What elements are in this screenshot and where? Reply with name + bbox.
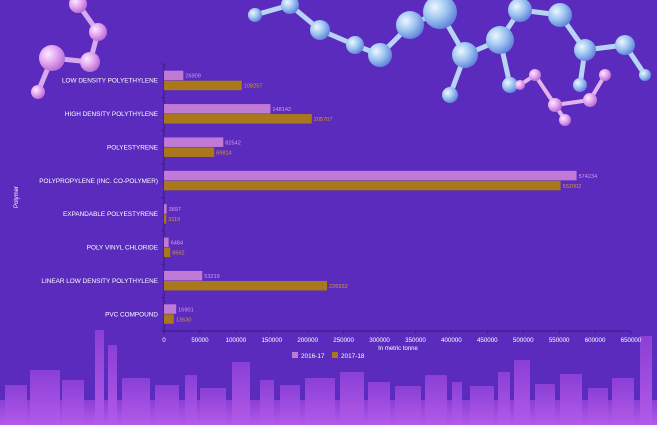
category-label: HIGH DENSITY POLYTHYLENE (65, 111, 158, 118)
bar-2017-18-3 (164, 180, 561, 191)
category-label: POLY VINYL CHLORIDE (87, 245, 158, 252)
x-tick-label: 200000 (297, 337, 318, 344)
data-label: 108257 (244, 84, 263, 90)
category-label: LINEAR LOW DENSITY POLYTHYLENE (41, 278, 158, 285)
data-label: 3119 (168, 217, 180, 223)
x-tick-label: 50000 (191, 337, 209, 344)
bar-2017-18-1 (164, 114, 312, 124)
x-tick-label: 400000 (441, 337, 462, 344)
bar-2017-18-0 (164, 80, 242, 91)
bar-2017-18-5 (164, 247, 171, 258)
x-tick-label: 450000 (477, 337, 498, 344)
data-label: 3697 (169, 207, 181, 213)
legend-label: 2016-17 (301, 353, 325, 360)
molecule-decoration-left (31, 0, 107, 99)
bar-2017-18-2 (164, 147, 215, 157)
bar-2016-17-5 (164, 237, 169, 248)
x-tick-label: 300000 (369, 337, 390, 344)
data-label: 148142 (272, 107, 291, 113)
category-label: LOW DENSITY POLYETHYLENE (62, 78, 158, 85)
legend: 2016-17 2017-18 (292, 352, 365, 360)
bar-2016-17-3 (164, 170, 577, 181)
bar-2016-17-6 (164, 270, 203, 281)
category-label: POLYPROPYLENE (INC. CO-POLYMER) (39, 178, 158, 185)
x-tick-label: 0 (162, 337, 166, 344)
legend-swatch (292, 352, 298, 358)
bar-2017-18-6 (164, 280, 328, 291)
data-label: 53219 (204, 274, 220, 280)
bar-2016-17-0 (164, 70, 184, 81)
data-label: 26909 (185, 74, 201, 80)
data-label: 205707 (314, 117, 333, 123)
data-label: 552002 (563, 184, 582, 190)
x-tick-label: 500000 (513, 337, 534, 344)
category-label: EXPANDABLE POLYESTYRENE (63, 211, 158, 218)
category-label: PVC COMPOUND (105, 311, 158, 318)
x-tick-label: 250000 (333, 337, 354, 344)
x-tick-label: 600000 (585, 337, 606, 344)
y-axis-title: Polymer (14, 186, 20, 208)
x-tick-label: 100000 (226, 337, 247, 344)
data-label: 16901 (178, 307, 194, 313)
data-label: 574234 (579, 174, 598, 180)
x-axis-title: In metric tonne (378, 346, 418, 352)
data-label: 82542 (225, 140, 241, 146)
bar-2016-17-2 (164, 137, 224, 147)
bar-2017-18-7 (164, 314, 174, 324)
legend-swatch (332, 352, 338, 358)
data-label: 6484 (171, 241, 183, 247)
x-tick-label: 550000 (549, 337, 570, 344)
x-tick-label: 150000 (261, 337, 282, 344)
data-label: 8662 (172, 251, 184, 257)
category-label: POLYESTYRENE (107, 144, 158, 151)
bar-2016-17-7 (164, 304, 177, 314)
molecule-decoration-right (248, 0, 651, 126)
x-tick-label: 350000 (405, 337, 426, 344)
x-tick-label: 650000 (621, 337, 642, 344)
bar-chart: 0 50000 100000 150000 200000 250000 300000 3500… (14, 63, 642, 360)
data-label: 13630 (176, 317, 192, 323)
data-label: 226932 (329, 284, 348, 290)
bar-2016-17-4 (164, 204, 167, 214)
bar-2017-18-4 (164, 214, 167, 224)
bar-2016-17-1 (164, 104, 271, 114)
factory-skyline-decoration (0, 330, 657, 425)
data-label: 69814 (216, 150, 232, 156)
legend-label: 2017-18 (341, 353, 365, 360)
